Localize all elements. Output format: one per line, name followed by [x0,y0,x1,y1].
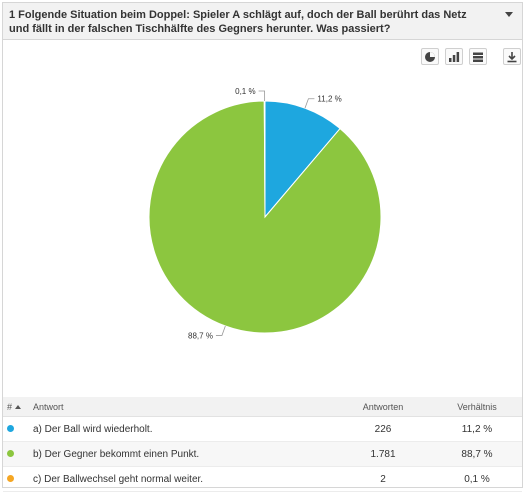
color-dot-icon [7,424,14,432]
question-title: 1 Folgende Situation beim Doppel: Spiele… [9,9,467,35]
row-share: 11,2 % [432,416,522,442]
pie-chart: 11,2 % 88,7 % 0,1 % [3,65,522,385]
col-answer-header[interactable]: Antwort [29,397,334,417]
pie-chart-svg: 11,2 % 88,7 % 0,1 % [148,87,382,340]
pie-label-connector [304,98,315,109]
row-answer: c) Der Ballwechsel geht normal weiter. [29,466,334,492]
row-share: 88,7 % [432,441,522,467]
row-color-cell [3,416,29,442]
col-count-header[interactable]: Antworten [334,397,432,417]
bar-chart-button[interactable] [445,48,463,65]
row-count: 2 [334,466,432,492]
color-dot-icon [7,449,14,457]
col-share-header[interactable]: Verhältnis [432,397,522,417]
col-index-header[interactable]: # [3,397,29,417]
table-row: b) Der Gegner bekommt einen Punkt. 1.781… [3,441,522,467]
table-row: c) Der Ballwechsel geht normal weiter. 2… [3,466,522,492]
row-color-cell [3,466,29,492]
pie-slice-label: 11,2 % [317,95,341,104]
pie-slice[interactable] [263,100,266,218]
table-view-button[interactable] [469,48,487,65]
pie-slice-label: 88,7 % [188,331,213,340]
pie-slice-label: 0,1 % [235,87,255,96]
pie-chart-icon [425,52,435,62]
table-row: a) Der Ball wird wiederholt. 226 11,2 % [3,416,522,442]
row-answer: b) Der Gegner bekommt einen Punkt. [29,441,334,467]
download-button[interactable] [503,48,521,65]
pie-chart-button[interactable] [421,48,439,65]
pie-label-connector [215,325,226,336]
row-color-cell [3,441,29,467]
sort-asc-icon [15,404,22,409]
row-count: 226 [334,416,432,442]
results-table: # Antwort Antworten Verhältnis a) Der Ba… [3,397,522,492]
bar-chart-icon [449,52,460,62]
question-header[interactable]: 1 Folgende Situation beim Doppel: Spiele… [3,3,522,40]
download-icon [507,52,517,63]
row-answer: a) Der Ball wird wiederholt. [29,416,334,442]
color-dot-icon [7,474,14,482]
col-index-label: # [7,401,13,412]
pie-label-connector [258,90,266,102]
table-header-row: # Antwort Antworten Verhältnis [3,397,522,417]
table-icon [473,52,483,62]
row-count: 1.781 [334,441,432,467]
row-share: 0,1 % [432,466,522,492]
collapse-caret-icon[interactable] [505,12,513,17]
